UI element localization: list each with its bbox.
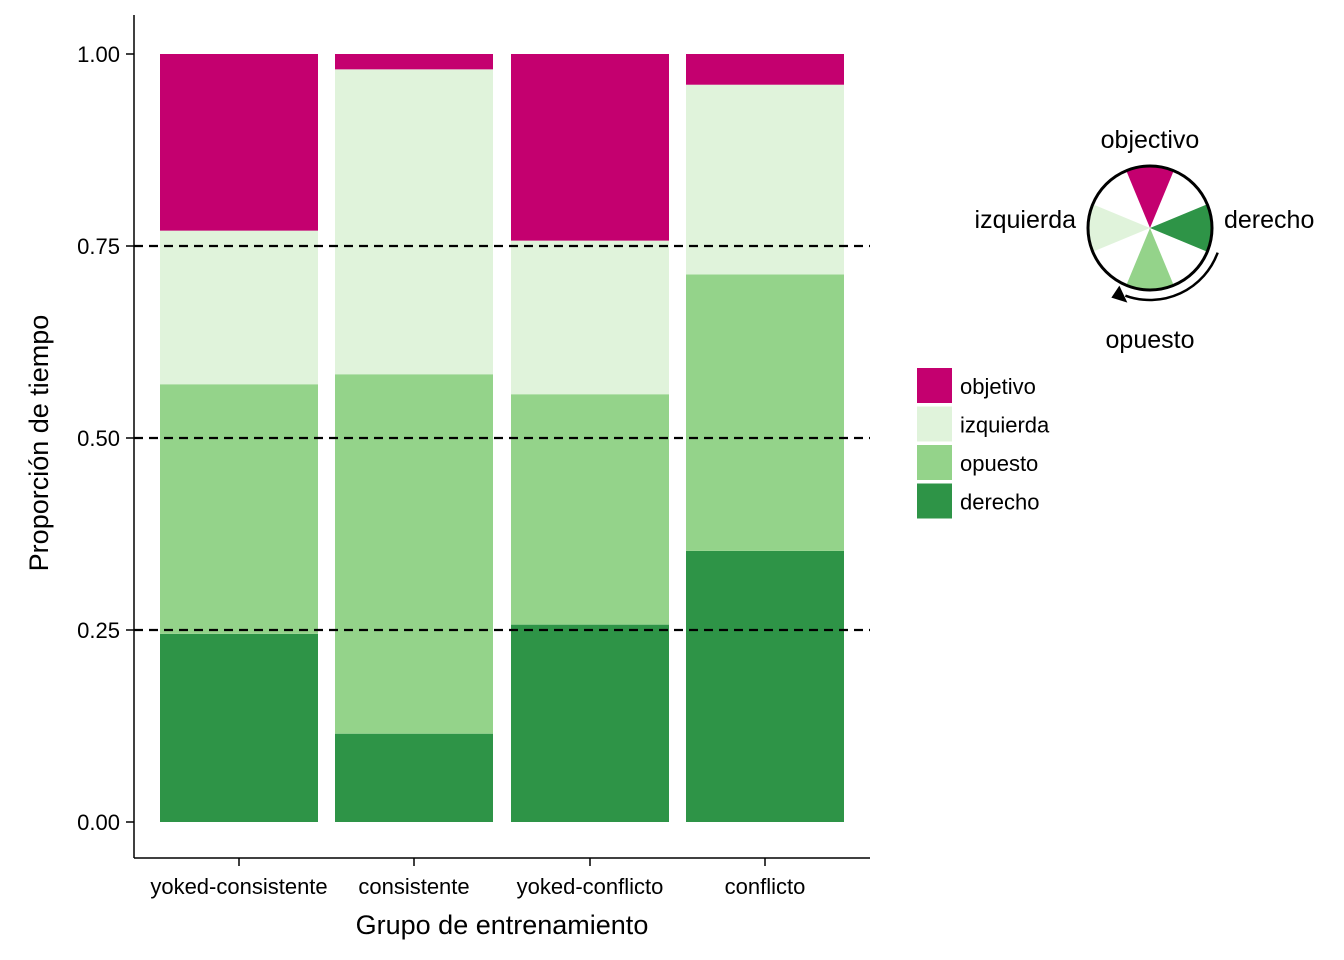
axes: 0.00 0.25 0.50 0.75 1.00 yoked-consistente con…: [24, 15, 870, 940]
bar-segment-derecho: [160, 633, 318, 822]
dial-wedge-izquierda: [1088, 204, 1150, 252]
dial-label-right: derecho: [1224, 206, 1314, 234]
legend-swatch-derecho: [917, 483, 952, 519]
bar-segment-opuesto: [335, 374, 493, 734]
dial-label-bottom: opuesto: [1106, 326, 1195, 354]
dial-rotation-arrow: [1124, 252, 1219, 302]
legend-label: objetivo: [960, 374, 1036, 399]
bar-segment-objetivo: [160, 54, 318, 231]
legend-swatch-izquierda: [917, 406, 952, 442]
y-tick-label: 1.00: [77, 42, 120, 67]
bar-segment-opuesto: [686, 274, 844, 551]
x-tick-label: yoked-conflicto: [517, 874, 664, 899]
y-tick-label: 0.50: [77, 426, 120, 451]
bar-segment-derecho: [335, 733, 493, 822]
dial-wedge-objetivo: [1126, 166, 1174, 228]
legend: objetivo izquierda opuesto derecho: [917, 368, 1050, 519]
y-tick-label: 0.25: [77, 618, 120, 643]
dial-label-left: izquierda: [975, 206, 1077, 234]
bar-segment-izquierda: [160, 230, 318, 385]
bar-segment-opuesto: [511, 394, 669, 625]
bar-segment-opuesto: [160, 384, 318, 634]
dial-wedge-opuesto: [1126, 228, 1174, 290]
bar-segment-izquierda: [686, 84, 844, 275]
x-tick-label: yoked-consistente: [150, 874, 327, 899]
bar-segment-izquierda: [511, 240, 669, 395]
bars-layer: [160, 54, 844, 822]
dial-arrowhead: [1111, 285, 1128, 303]
y-tick-label: 0.75: [77, 234, 120, 259]
bar-segment-izquierda: [335, 69, 493, 375]
orientation-dial: objectivo izquierda derecho opuesto: [975, 126, 1315, 354]
y-tick-label: 0.00: [77, 810, 120, 835]
bar-segment-derecho: [686, 550, 844, 822]
bar-segment-objetivo: [511, 54, 669, 241]
legend-label: izquierda: [960, 413, 1050, 438]
dial-outline: [1086, 164, 1214, 292]
dial-label-top: objectivo: [1101, 126, 1200, 154]
x-tick-label: conflicto: [725, 874, 806, 899]
bar-segment-derecho: [511, 624, 669, 822]
bar-segment-objetivo: [686, 54, 844, 85]
x-tick-label: consistente: [358, 874, 469, 899]
dial-wedge-derecho: [1150, 204, 1212, 252]
x-axis-title: Grupo de entrenamiento: [356, 910, 649, 940]
legend-swatch-opuesto: [917, 445, 952, 480]
legend-label: opuesto: [960, 451, 1038, 476]
legend-label: derecho: [960, 490, 1040, 515]
bar-segment-objetivo: [335, 54, 493, 70]
reference-lines: [134, 244, 870, 632]
y-axis-title: Proporción de tiempo: [24, 315, 54, 572]
legend-swatch-objetivo: [917, 368, 952, 403]
